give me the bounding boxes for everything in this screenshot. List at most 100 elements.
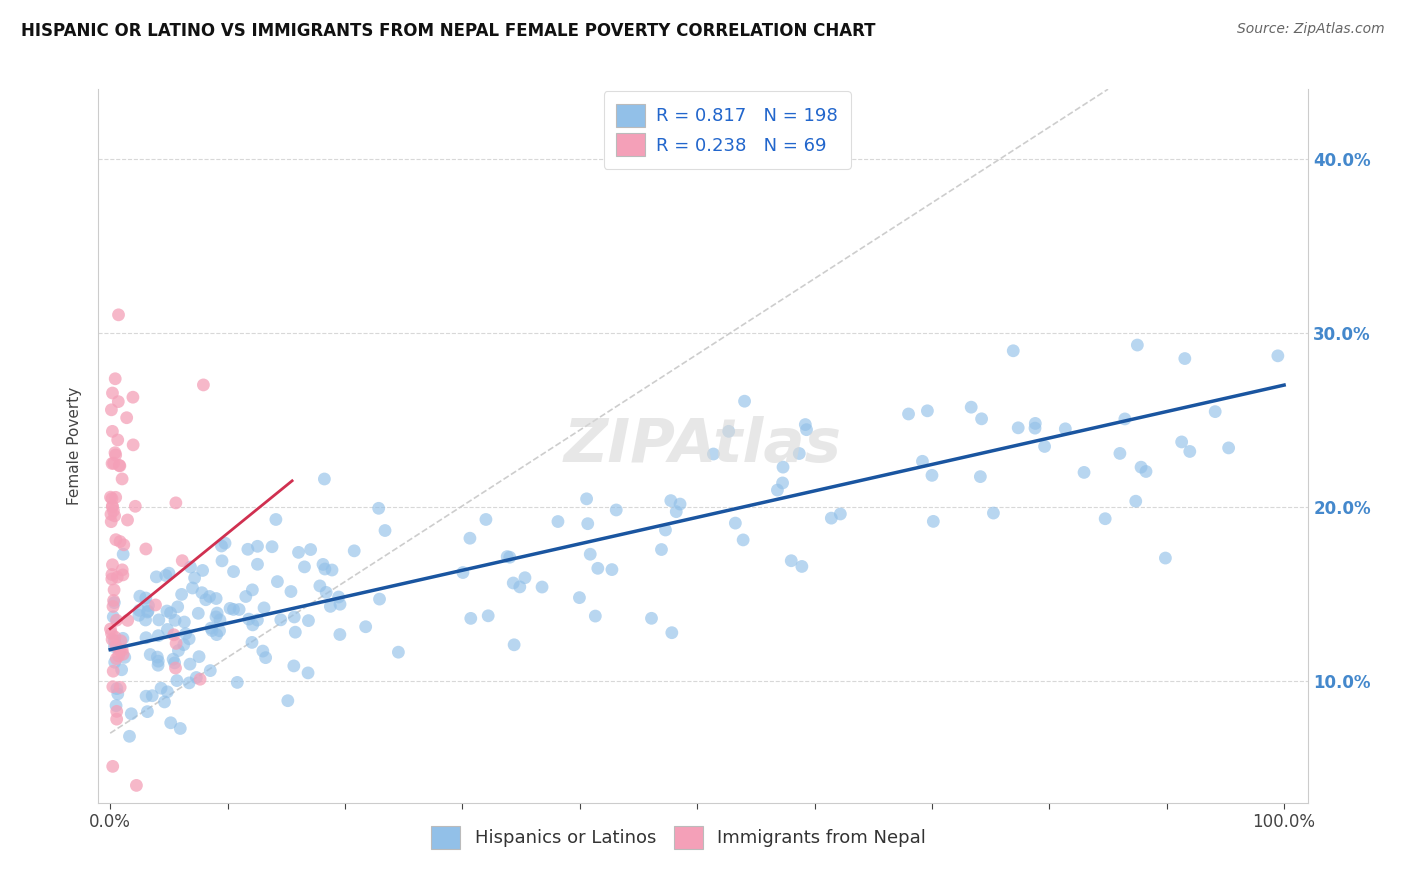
Point xyxy=(354,620,377,634)
Point xyxy=(103,504,125,518)
Point xyxy=(200,621,222,635)
Point xyxy=(717,425,740,439)
Point xyxy=(179,676,201,690)
Point xyxy=(150,681,173,695)
Point xyxy=(211,539,233,553)
Point xyxy=(135,613,157,627)
Point xyxy=(105,613,128,627)
Point xyxy=(252,644,274,658)
Point xyxy=(100,402,122,417)
Point xyxy=(165,636,187,650)
Point xyxy=(1125,494,1147,508)
Point xyxy=(122,390,145,404)
Point xyxy=(586,561,609,575)
Point xyxy=(1135,465,1157,479)
Point xyxy=(787,446,810,460)
Point xyxy=(531,580,554,594)
Point xyxy=(183,571,205,585)
Point xyxy=(165,496,187,510)
Point xyxy=(173,615,195,629)
Point xyxy=(170,587,193,601)
Point xyxy=(146,650,169,665)
Point xyxy=(294,560,316,574)
Point xyxy=(128,589,150,603)
Point xyxy=(299,542,322,557)
Point xyxy=(191,585,214,599)
Point xyxy=(1114,412,1136,426)
Point xyxy=(101,680,124,694)
Point xyxy=(146,658,169,673)
Point xyxy=(1170,434,1192,449)
Point xyxy=(201,624,224,638)
Point xyxy=(1002,343,1025,358)
Point xyxy=(661,625,683,640)
Point xyxy=(228,602,250,616)
Point xyxy=(179,632,201,646)
Point xyxy=(118,729,141,743)
Point xyxy=(104,533,127,547)
Point xyxy=(502,576,524,591)
Point xyxy=(1126,338,1149,352)
Point xyxy=(105,681,128,696)
Point xyxy=(458,531,481,545)
Point xyxy=(242,618,264,632)
Point xyxy=(111,663,134,677)
Point xyxy=(107,648,129,663)
Point xyxy=(198,590,221,604)
Point xyxy=(374,524,396,538)
Point xyxy=(297,665,319,680)
Point xyxy=(136,604,159,618)
Point xyxy=(496,549,519,564)
Point xyxy=(100,515,122,529)
Point xyxy=(107,394,129,409)
Point xyxy=(107,308,129,322)
Point xyxy=(238,612,260,626)
Point xyxy=(117,613,139,627)
Point xyxy=(659,493,682,508)
Point xyxy=(104,372,127,386)
Point xyxy=(110,644,132,658)
Point xyxy=(235,590,257,604)
Point xyxy=(103,582,125,597)
Point xyxy=(105,698,128,713)
Point xyxy=(280,584,302,599)
Point xyxy=(103,596,125,610)
Point xyxy=(820,511,842,525)
Point xyxy=(166,673,188,688)
Point xyxy=(103,664,125,678)
Point xyxy=(205,610,228,624)
Point xyxy=(277,694,299,708)
Point xyxy=(156,685,179,699)
Point xyxy=(186,671,208,685)
Point xyxy=(104,508,127,523)
Point xyxy=(108,534,131,549)
Point xyxy=(766,483,789,497)
Point xyxy=(387,645,409,659)
Point xyxy=(772,460,794,475)
Point xyxy=(254,650,277,665)
Point xyxy=(1174,351,1197,366)
Point xyxy=(1178,444,1201,458)
Point xyxy=(266,574,288,589)
Point xyxy=(108,458,131,473)
Point xyxy=(163,628,186,642)
Point xyxy=(138,599,160,613)
Point xyxy=(1218,441,1240,455)
Point xyxy=(104,448,127,462)
Point xyxy=(283,659,305,673)
Point xyxy=(240,635,263,649)
Point xyxy=(157,566,180,581)
Point xyxy=(166,599,188,614)
Point xyxy=(103,456,125,470)
Point xyxy=(101,759,124,773)
Point xyxy=(108,681,131,695)
Point xyxy=(120,706,142,721)
Point xyxy=(125,778,148,792)
Text: HISPANIC OR LATINO VS IMMIGRANTS FROM NEPAL FEMALE POVERTY CORRELATION CHART: HISPANIC OR LATINO VS IMMIGRANTS FROM NE… xyxy=(21,22,876,40)
Point xyxy=(111,632,134,646)
Point xyxy=(917,404,939,418)
Point xyxy=(104,630,127,644)
Point xyxy=(179,560,201,574)
Point xyxy=(897,407,920,421)
Point xyxy=(172,554,194,568)
